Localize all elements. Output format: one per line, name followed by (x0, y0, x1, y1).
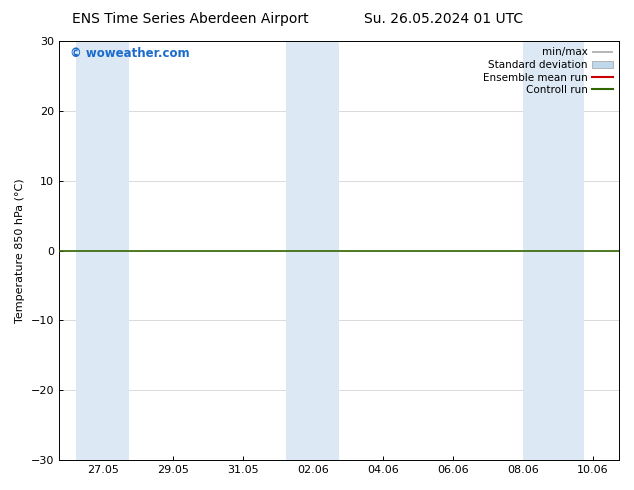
Bar (287, 41, 339, 460)
Text: ENS Time Series Aberdeen Airport: ENS Time Series Aberdeen Airport (72, 12, 309, 26)
Bar (523, 41, 584, 460)
Legend: min/max, Standard deviation, Ensemble mean run, Controll run: min/max, Standard deviation, Ensemble me… (480, 44, 616, 98)
Text: Su. 26.05.2024 01 UTC: Su. 26.05.2024 01 UTC (365, 12, 523, 26)
Text: © woweather.com: © woweather.com (70, 48, 190, 60)
Y-axis label: Temperature 850 hPa (°C): Temperature 850 hPa (°C) (15, 178, 25, 323)
Bar (77, 41, 129, 460)
